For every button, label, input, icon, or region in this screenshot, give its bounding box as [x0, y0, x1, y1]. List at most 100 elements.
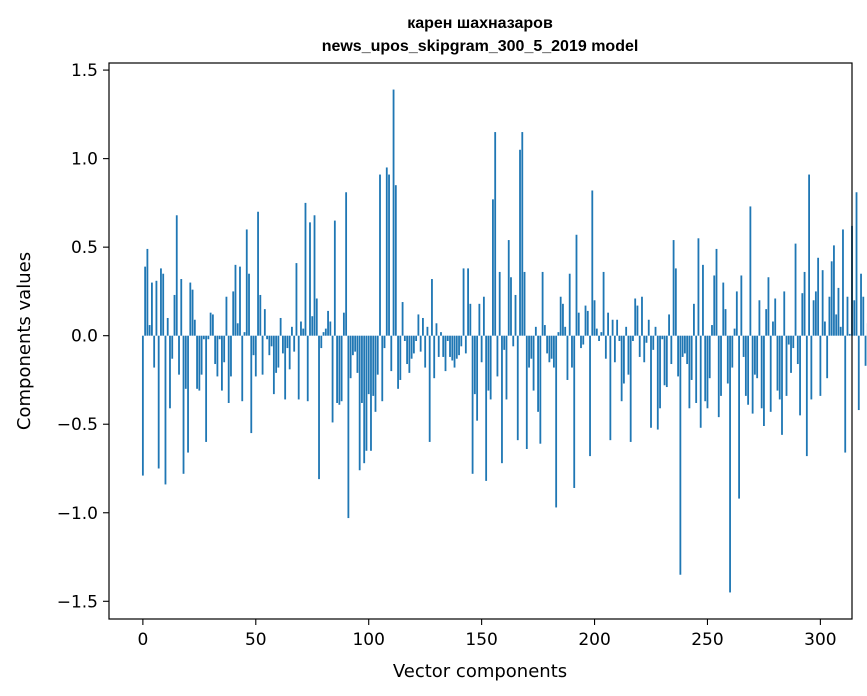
bar-231 — [663, 335, 666, 386]
bar-176 — [539, 335, 542, 444]
bar-33 — [216, 335, 219, 377]
bar-257 — [722, 282, 725, 336]
bar-60 — [277, 335, 280, 368]
bar-35 — [221, 335, 223, 391]
bar-74 — [309, 222, 311, 336]
bar-142 — [462, 268, 465, 336]
bar-41 — [234, 264, 237, 336]
bar-122 — [417, 314, 420, 336]
bar-121 — [415, 335, 418, 341]
bar-61 — [279, 317, 282, 336]
y-tick-label: 1.0 — [71, 150, 98, 170]
bar-201 — [595, 328, 598, 336]
bar-226 — [652, 335, 655, 350]
bar-118 — [408, 335, 411, 373]
bar-208 — [611, 319, 614, 336]
bar-278 — [769, 335, 772, 412]
bar-3 — [148, 325, 151, 336]
bar-255 — [717, 335, 720, 418]
bar-86 — [336, 335, 338, 403]
bar-5 — [153, 335, 156, 368]
bar-251 — [708, 335, 711, 379]
bar-273 — [758, 300, 761, 336]
bar-26 — [200, 335, 203, 375]
bar-149 — [478, 303, 481, 336]
bar-229 — [659, 335, 661, 409]
bar-179 — [546, 335, 549, 354]
bar-187 — [564, 326, 567, 336]
bar-117 — [406, 335, 409, 365]
bar-304 — [828, 296, 831, 336]
bar-197 — [586, 310, 589, 336]
bar-109 — [388, 174, 390, 336]
bar-102 — [372, 335, 375, 396]
bar-288 — [792, 335, 795, 349]
bar-246 — [697, 238, 700, 336]
bar-8 — [160, 268, 162, 336]
bar-254 — [715, 248, 718, 336]
bar-250 — [706, 335, 709, 409]
bar-291 — [799, 335, 801, 416]
bar-34 — [218, 335, 221, 340]
bar-116 — [403, 335, 406, 341]
bar-100 — [367, 335, 370, 395]
bar-130 — [435, 323, 438, 336]
bar-67 — [293, 335, 296, 352]
bar-235 — [672, 240, 675, 336]
bar-202 — [598, 335, 600, 341]
bar-213 — [623, 335, 625, 384]
bar-154 — [489, 335, 492, 400]
bar-54 — [263, 309, 266, 336]
bar-128 — [431, 279, 433, 336]
bar-279 — [772, 321, 774, 336]
bar-56 — [268, 335, 271, 356]
bar-210 — [616, 319, 619, 336]
bar-77 — [315, 298, 318, 336]
bar-261 — [731, 335, 734, 368]
bar-111 — [392, 89, 395, 336]
bar-223 — [645, 335, 648, 343]
bar-43 — [239, 266, 241, 336]
bar-240 — [683, 335, 686, 354]
bar-275 — [763, 335, 765, 426]
bar-50 — [254, 335, 257, 377]
bar-212 — [620, 335, 623, 402]
bar-173 — [532, 335, 535, 391]
bar-319 — [862, 296, 865, 336]
bar-299 — [817, 257, 820, 336]
bar-243 — [690, 335, 693, 380]
bar-238 — [679, 335, 682, 575]
bar-177 — [541, 271, 544, 336]
plot-frame — [108, 62, 853, 620]
bar-120 — [412, 335, 415, 354]
bar-234 — [670, 335, 673, 365]
bar-259 — [726, 335, 729, 384]
bar-312 — [846, 296, 849, 336]
x-tick-label: 250 — [691, 630, 723, 650]
bar-200 — [593, 300, 596, 336]
bar-227 — [654, 326, 657, 336]
bar-242 — [688, 335, 691, 409]
bar-155 — [492, 199, 494, 336]
bar-286 — [787, 335, 790, 345]
bar-289 — [794, 243, 797, 336]
bar-7 — [157, 335, 160, 469]
bar-65 — [288, 335, 291, 370]
bar-188 — [566, 335, 569, 380]
bar-78 — [318, 335, 320, 480]
bar-189 — [568, 273, 571, 336]
chart-title-line2: news_upos_skipgram_300_5_2019 model — [322, 38, 639, 55]
bar-81 — [324, 328, 327, 336]
bar-144 — [467, 268, 469, 336]
bar-283 — [781, 335, 783, 435]
bar-45 — [243, 332, 246, 336]
bar-125 — [424, 335, 427, 368]
bar-146 — [471, 335, 474, 474]
bar-108 — [385, 167, 388, 336]
bar-270 — [751, 335, 754, 414]
bar-139 — [455, 335, 458, 359]
bar-132 — [440, 332, 442, 336]
bar-84 — [331, 335, 334, 423]
bar-127 — [428, 335, 431, 442]
bar-298 — [814, 291, 817, 336]
